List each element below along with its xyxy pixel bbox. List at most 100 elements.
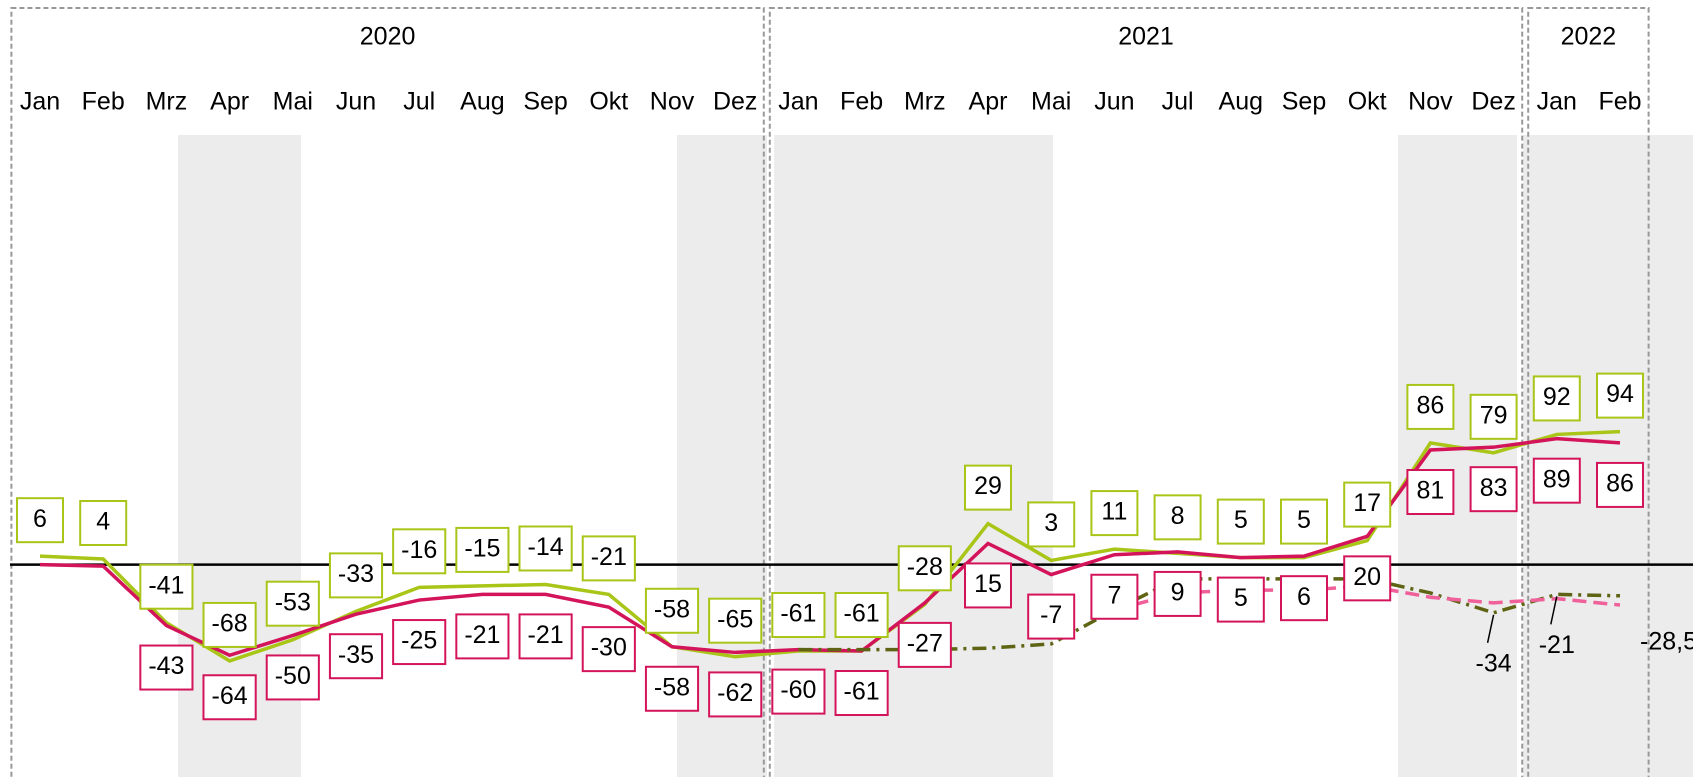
year-frame: [10, 7, 765, 777]
data-label-text: 92: [1543, 383, 1571, 411]
label-box: [1532, 457, 1581, 504]
label-box: [265, 580, 320, 627]
data-label: -21: [455, 613, 510, 660]
month-label: Jan: [1537, 88, 1577, 116]
data-label: -61: [834, 670, 889, 717]
month-label: Apr: [210, 88, 249, 116]
label-box: [1153, 570, 1202, 617]
data-label-text: -50: [275, 662, 311, 690]
data-label-text: 5: [1234, 506, 1248, 534]
data-label: -62: [708, 671, 763, 718]
month-label: Jun: [1094, 88, 1134, 116]
data-label: -50: [265, 654, 320, 701]
data-label: 83: [1469, 466, 1518, 513]
data-label-text: 8: [1171, 502, 1185, 530]
data-label-text: -35: [338, 641, 374, 669]
data-label-text: 29: [974, 472, 1002, 500]
label-pointer: [1550, 596, 1558, 625]
label-box: [1027, 501, 1076, 548]
data-label: 8: [1153, 494, 1202, 541]
data-label: -25: [392, 619, 447, 666]
data-label-text: -27: [907, 629, 943, 657]
data-label: 20: [1343, 555, 1392, 602]
label-box: [581, 626, 636, 673]
data-label-text: 7: [1107, 581, 1121, 609]
data-label-text: -43: [148, 652, 184, 680]
data-label-text: -30: [591, 634, 627, 662]
label-box: [1343, 555, 1392, 602]
data-label: -28: [897, 545, 952, 592]
label-box: [581, 535, 636, 582]
label-box: [1090, 573, 1139, 620]
month-label: Sep: [1282, 88, 1326, 116]
data-label: -61: [771, 592, 826, 639]
month-label: Jun: [336, 88, 376, 116]
label-box: [1406, 383, 1455, 430]
data-label-text: 83: [1480, 474, 1508, 502]
label-box: [392, 619, 447, 666]
data-label: 3: [1027, 501, 1076, 548]
data-label-text: -64: [212, 682, 248, 710]
data-label-text: -61: [780, 600, 816, 628]
month-label: Sep: [523, 88, 567, 116]
data-label-text: -21: [591, 543, 627, 571]
data-label-text: -58: [654, 673, 690, 701]
data-label-text: 6: [1297, 583, 1311, 611]
data-label-text: 4: [96, 508, 110, 536]
data-label: 29: [964, 464, 1012, 511]
month-label: Aug: [460, 88, 504, 116]
label-box: [708, 597, 763, 644]
data-label-text: 11: [1101, 498, 1127, 526]
data-label-text: -34: [1476, 649, 1512, 677]
month-label: Feb: [840, 88, 883, 116]
data-label: 86: [1596, 461, 1644, 508]
data-label: 17: [1343, 481, 1392, 528]
data-label-text: -15: [464, 535, 500, 563]
data-label: 79: [1469, 393, 1518, 440]
month-label: Mai: [1031, 88, 1071, 116]
month-label: Dez: [1471, 88, 1515, 116]
label-box: [897, 621, 952, 668]
data-label-text: 17: [1353, 489, 1381, 517]
label-box: [1027, 593, 1076, 640]
data-label: -43: [139, 644, 194, 691]
label-box: [16, 497, 64, 544]
month-label: Nov: [650, 88, 695, 116]
month-label: Okt: [1348, 88, 1387, 116]
year-frame: [1527, 7, 1650, 777]
month-label: Okt: [589, 88, 628, 116]
label-box: [139, 644, 194, 691]
data-label: 4: [79, 500, 128, 547]
label-box: [1469, 393, 1518, 440]
data-label-text: -21: [464, 621, 500, 649]
data-label: 6: [1280, 575, 1328, 622]
label-box: [771, 668, 826, 715]
label-box: [771, 592, 826, 639]
data-label-text: -16: [401, 536, 437, 564]
month-label: Mrz: [904, 88, 946, 116]
label-box: [1596, 372, 1644, 419]
data-label: -35: [328, 633, 384, 680]
label-box: [964, 562, 1012, 609]
data-label: -68: [202, 601, 257, 648]
year-label: 2021: [1118, 23, 1174, 51]
data-label: -64: [202, 674, 257, 721]
data-label-text: -21: [1539, 631, 1575, 659]
month-label: Dez: [713, 88, 757, 116]
data-label: 7: [1090, 573, 1139, 620]
label-box: [1090, 490, 1139, 537]
label-box: [1280, 575, 1328, 622]
data-label-text: -14: [528, 533, 564, 561]
data-label-text: -60: [780, 676, 816, 704]
label-box: [1469, 466, 1518, 513]
label-box: [1596, 461, 1644, 508]
month-label: Jul: [1162, 88, 1194, 116]
label-box: [79, 500, 128, 547]
year-frame: [768, 7, 1524, 777]
data-label-text: -61: [844, 600, 880, 628]
label-box: [1216, 576, 1265, 623]
data-label: -30: [581, 626, 636, 673]
data-label: 15: [964, 562, 1012, 609]
data-label: -14: [518, 525, 573, 572]
